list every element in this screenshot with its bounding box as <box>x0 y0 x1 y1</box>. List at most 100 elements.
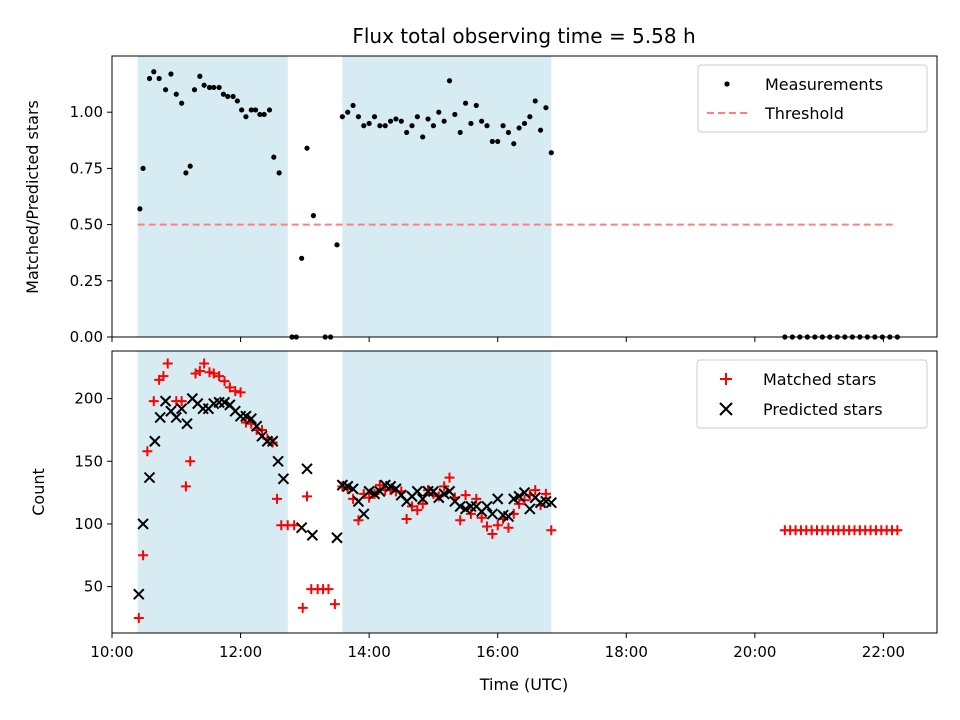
predicted-star-point <box>513 490 525 503</box>
measurement-point <box>230 93 236 100</box>
measurement-point <box>304 145 310 151</box>
predicted-star-point <box>245 412 257 425</box>
matched-star-point <box>257 424 267 435</box>
measurement-point <box>234 98 240 104</box>
x-tick-label: 22:00 <box>862 643 905 661</box>
observing-window-2 <box>342 56 552 337</box>
bottom-y-axis-label: Count <box>29 468 48 516</box>
predicted-star-point <box>170 411 182 424</box>
measurement-point <box>393 116 399 122</box>
top-y-tick-label: 0.25 <box>70 272 103 290</box>
matched-star-point <box>530 485 541 496</box>
measurement-point <box>371 114 378 120</box>
predicted-star-point <box>250 420 263 432</box>
measurement-point <box>211 84 217 91</box>
matched-star-point <box>219 376 230 387</box>
legend-predicted-marker <box>719 402 733 416</box>
legend-measurements-label: Measurements <box>765 75 883 94</box>
top-y-ticks: 0.00 0.25 0.50 0.75 1.00 <box>70 103 112 346</box>
matched-star-point <box>158 371 169 382</box>
measurement-point <box>511 141 517 147</box>
measurement-point <box>206 84 213 91</box>
measurement-point <box>495 138 501 145</box>
matched-star-point <box>133 612 144 623</box>
measurement-point <box>156 75 162 82</box>
top-y-tick-label: 1.00 <box>70 103 103 121</box>
matched-star-point <box>444 472 455 483</box>
measurement-point <box>473 102 479 109</box>
measurement-point <box>537 127 544 133</box>
measurement-point <box>201 82 207 88</box>
matched-star-point <box>148 396 159 407</box>
bottom-panel: 10:00 12:00 14:00 16:00 18:00 20:00 22:00 50 10… <box>29 350 938 694</box>
matched-star-point <box>482 521 492 532</box>
measurement-point <box>339 114 345 120</box>
measurement-point <box>225 93 231 100</box>
legend-predicted-label: Predicted stars <box>763 400 883 419</box>
measurement-point <box>516 125 522 131</box>
measurement-point <box>521 120 528 127</box>
measurement-point <box>446 78 453 84</box>
predicted-star-point <box>358 508 370 520</box>
matched-star-point <box>546 525 557 536</box>
x-tick-label: 20:00 <box>733 643 776 661</box>
predicted-star-point <box>486 508 499 520</box>
matched-star-point <box>162 358 173 369</box>
measurement-point <box>505 129 512 136</box>
matched-star-point <box>323 584 334 595</box>
measurement-point <box>239 107 245 113</box>
predicted-star-point <box>417 493 429 505</box>
predicted-star-point <box>492 493 504 505</box>
measurement-point <box>377 123 383 129</box>
matched-star-point <box>240 417 251 428</box>
measurement-point <box>151 69 157 75</box>
measurement-point <box>462 100 469 106</box>
matched-star-point <box>364 492 375 503</box>
measurement-point <box>532 98 538 104</box>
measurement-point <box>436 109 442 115</box>
top-y-axis-label: Matched/Predicted stars <box>23 100 42 294</box>
matched-star-point <box>138 550 149 561</box>
matched-star-point <box>455 515 466 526</box>
bottom-legend-box <box>696 359 928 429</box>
matched-star-point <box>297 602 308 613</box>
measurement-point <box>414 114 420 120</box>
measurement-point <box>179 100 185 106</box>
matched-star-point <box>401 513 412 524</box>
measurement-point <box>457 129 463 136</box>
matched-star-point <box>417 498 428 509</box>
measurement-point <box>276 170 282 176</box>
legend-threshold-label: Threshold <box>764 104 844 123</box>
matched-star-point <box>519 495 530 506</box>
measurement-point <box>299 255 305 261</box>
measurement-point <box>366 120 372 127</box>
matched-star-point <box>514 498 525 509</box>
predicted-star-point <box>181 417 193 430</box>
measurement-point <box>425 116 431 122</box>
measurement-point <box>191 87 198 93</box>
measurement-point <box>361 123 367 129</box>
measurement-point <box>220 91 227 97</box>
matched-star-point <box>180 481 191 492</box>
measurement-point <box>248 107 254 113</box>
predicted-star-point <box>443 485 456 498</box>
predicted-star-point <box>518 486 531 499</box>
top-y-tick-label: 0.00 <box>70 328 103 346</box>
top-x-ticks <box>111 337 884 342</box>
matched-star-point <box>374 480 385 491</box>
matched-star-point <box>476 512 487 523</box>
matched-star-point <box>176 396 187 407</box>
measurement-point <box>261 111 267 118</box>
matched-star-point <box>460 490 471 501</box>
measurement-point <box>355 114 362 120</box>
matched-star-point <box>224 382 235 393</box>
matched-star-point <box>302 491 312 502</box>
predicted-star-point <box>267 435 279 447</box>
top-plot-frame <box>111 55 938 338</box>
matched-star-point <box>892 525 903 536</box>
matched-star-point <box>272 493 282 504</box>
bottom-y-tick-label: 100 <box>74 515 103 533</box>
measurement-point <box>404 129 410 136</box>
predicted-star-point <box>295 522 308 534</box>
